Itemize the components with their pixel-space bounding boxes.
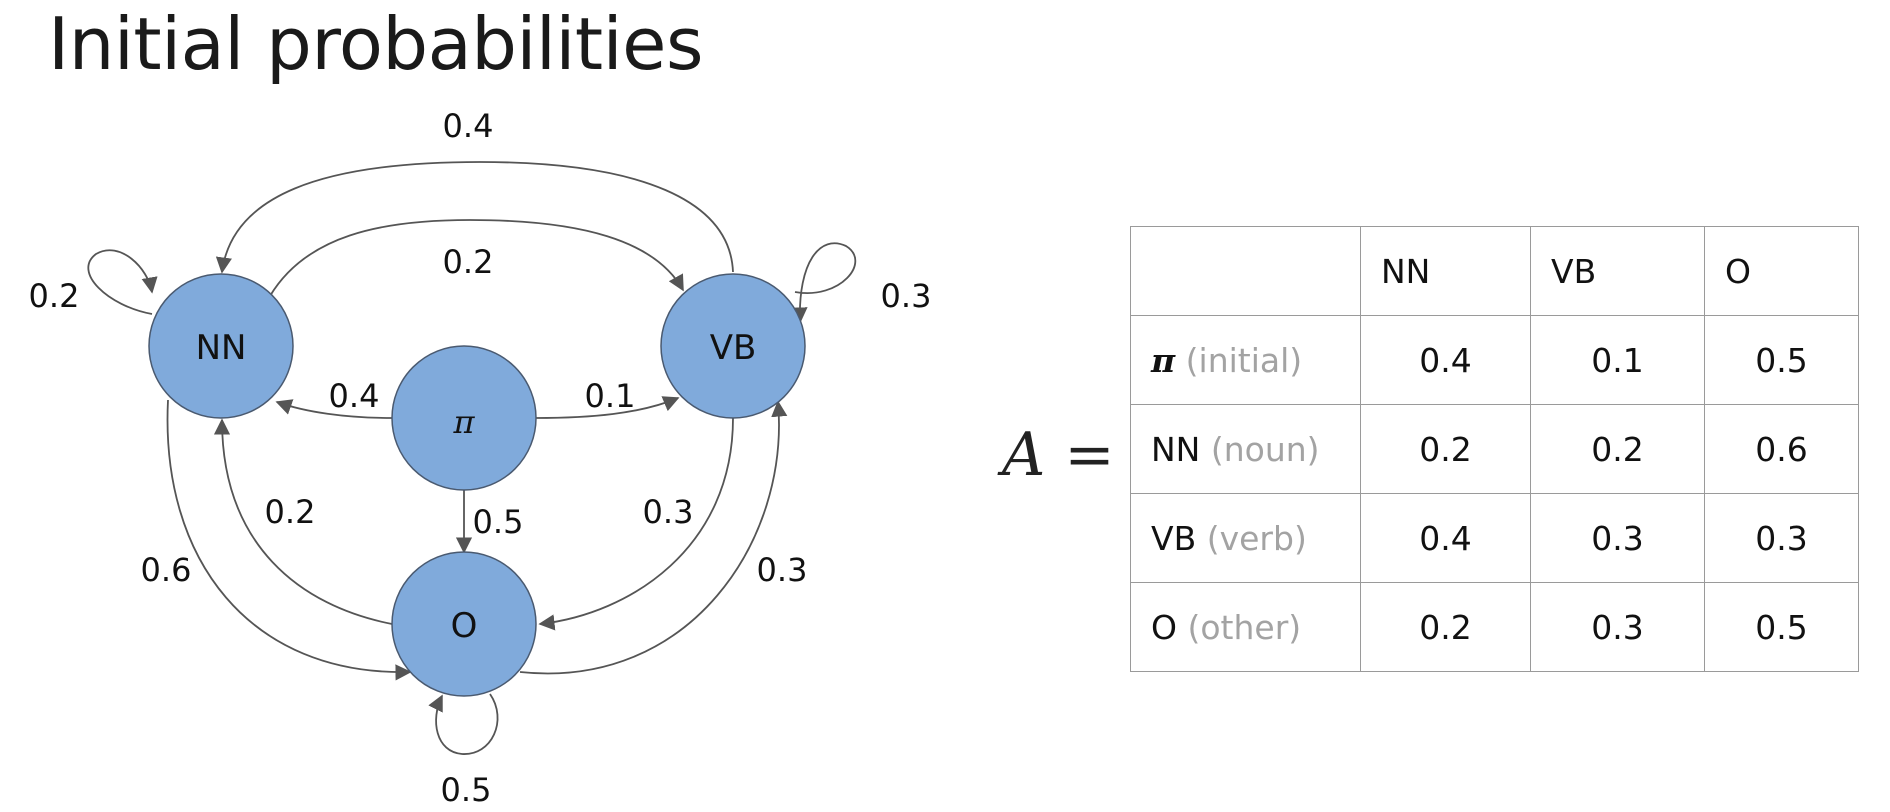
column-header-o: O: [1704, 226, 1859, 316]
node-nn-label: NN: [196, 328, 247, 368]
edge-vb-to-o: [538, 417, 734, 631]
edge-label-nn-self: 0.2: [29, 277, 80, 315]
equals-sign: =: [1064, 420, 1115, 490]
node-pi-label: π: [452, 403, 475, 441]
edge-label-vb-self: 0.3: [881, 277, 932, 315]
edge-o-to-nn: [213, 418, 393, 625]
matrix-cell: 0.3: [1530, 582, 1705, 672]
row-label-other: O (other): [1130, 582, 1361, 672]
edge-vb-to-nn: [215, 161, 734, 274]
edge-o-to-vb: [519, 400, 788, 675]
edge-label-o-to-nn: 0.2: [265, 493, 316, 531]
node-o-label: O: [451, 606, 478, 646]
state-transition-diagram: NN VB π O 0.4 0.2 0.2 0.3 0.4 0.1 0.5 0.…: [29, 107, 932, 809]
matrix-cell: 0.4: [1360, 315, 1531, 405]
row-label-noun: NN (noun): [1130, 404, 1361, 494]
matrix-corner-cell: [1130, 226, 1361, 316]
edge-label-vb-to-o: 0.3: [643, 493, 694, 531]
row-name: π: [1151, 340, 1176, 380]
edge-nn-to-vb: [269, 219, 684, 297]
edge-label-pi-to-vb: 0.1: [585, 377, 636, 415]
edge-pi-to-nn: [275, 399, 393, 419]
matrix-cell: 0.4: [1360, 493, 1531, 583]
edge-pi-to-vb: [535, 396, 680, 419]
edge-label-vb-to-nn: 0.4: [443, 107, 494, 145]
transition-matrix: NN VB O π (initial) 0.4 0.1 0.5 NN (noun…: [1130, 226, 1859, 672]
matrix-row-noun: NN (noun) 0.2 0.2 0.6: [1130, 404, 1859, 494]
row-name: NN: [1151, 429, 1201, 469]
matrix-equation-label: A =: [1002, 420, 1115, 490]
node-nn: [148, 273, 294, 419]
matrix-symbol: A: [1002, 420, 1046, 490]
node-vb-label: VB: [710, 328, 757, 368]
edge-vb-self: [791, 242, 857, 324]
matrix-cell: 0.5: [1704, 582, 1859, 672]
matrix-row-initial: π (initial) 0.4 0.1 0.5: [1130, 315, 1859, 405]
edge-label-pi-to-nn: 0.4: [329, 377, 380, 415]
matrix-row-other: O (other) 0.2 0.3 0.5: [1130, 582, 1859, 672]
matrix-header-row: NN VB O: [1130, 226, 1859, 316]
node-o: [391, 551, 537, 697]
edge-o-self: [428, 693, 499, 755]
matrix-cell: 0.2: [1360, 404, 1531, 494]
matrix-row-verb: VB (verb) 0.4 0.3 0.3: [1130, 493, 1859, 583]
row-description: (noun): [1210, 429, 1320, 469]
slide-title: Initial probabilities: [48, 2, 703, 86]
edge-label-o-to-vb: 0.3: [757, 551, 808, 589]
matrix-cell: 0.6: [1704, 404, 1859, 494]
row-name: O: [1151, 607, 1177, 647]
row-description: (other): [1187, 607, 1302, 647]
edge-nn-to-o: [166, 399, 412, 681]
matrix-cell: 0.2: [1530, 404, 1705, 494]
column-header-vb: VB: [1530, 226, 1705, 316]
edge-label-nn-to-vb: 0.2: [443, 243, 494, 281]
node-vb: [660, 273, 806, 419]
edge-label-nn-to-o: 0.6: [141, 551, 192, 589]
row-name: VB: [1151, 518, 1197, 558]
node-pi: [391, 345, 537, 491]
matrix-cell: 0.3: [1704, 493, 1859, 583]
edge-label-o-self: 0.5: [441, 771, 492, 809]
row-label-verb: VB (verb): [1130, 493, 1361, 583]
matrix-cell: 0.5: [1704, 315, 1859, 405]
matrix-cell: 0.3: [1530, 493, 1705, 583]
matrix-cell: 0.2: [1360, 582, 1531, 672]
row-description: (verb): [1206, 518, 1307, 558]
column-header-nn: NN: [1360, 226, 1531, 316]
edge-nn-self: [87, 249, 158, 315]
edge-label-pi-to-o: 0.5: [473, 503, 524, 541]
matrix-cell: 0.1: [1530, 315, 1705, 405]
row-label-initial: π (initial): [1130, 315, 1361, 405]
row-description: (initial): [1185, 340, 1303, 380]
